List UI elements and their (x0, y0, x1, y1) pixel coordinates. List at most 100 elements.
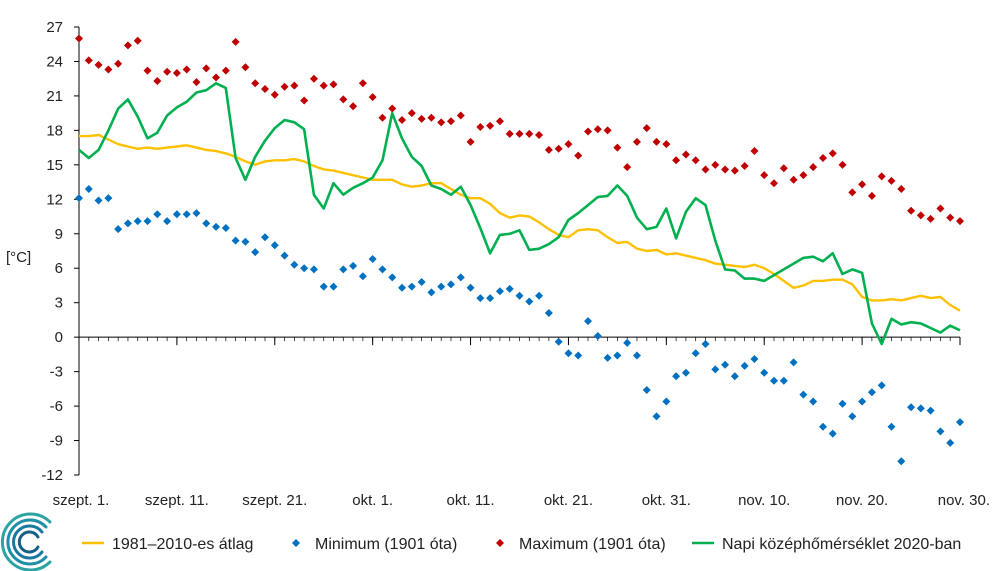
x-tick-label: szept. 11. (145, 492, 209, 509)
data-point-min (84, 184, 93, 193)
data-point-max (163, 67, 172, 76)
data-point-max (495, 117, 504, 126)
data-point-max (349, 102, 358, 111)
data-point-max (260, 85, 269, 94)
data-point-min (672, 372, 681, 381)
data-point-max (858, 180, 867, 189)
data-point-max (437, 118, 446, 127)
data-point-max (936, 204, 945, 213)
data-point-max (515, 129, 524, 138)
data-point-min (407, 282, 416, 291)
data-point-min (476, 294, 485, 303)
data-point-max (593, 125, 602, 134)
y-tick-label: -6 (50, 398, 63, 415)
data-point-max (564, 140, 573, 149)
data-point-min (172, 210, 181, 219)
data-point-min (368, 255, 377, 264)
data-point-max (417, 114, 426, 123)
y-tick-label: 21 (46, 88, 63, 105)
data-point-min (398, 283, 407, 292)
data-point-min (838, 399, 847, 408)
data-point-min (515, 291, 524, 300)
data-point-min (926, 406, 935, 415)
legend-swatch-max (496, 539, 504, 547)
data-point-min (75, 194, 83, 203)
data-point-min (916, 404, 925, 413)
data-point-min (779, 376, 788, 385)
data-point-max (486, 121, 495, 130)
data-point-min (652, 412, 661, 421)
data-point-max (358, 79, 367, 88)
data-point-min (417, 278, 426, 287)
x-tick-label: szept. 21. (242, 492, 307, 509)
data-point-min (114, 225, 123, 234)
data-point-max (584, 127, 593, 136)
data-point-min (730, 372, 739, 381)
data-point-max (94, 60, 103, 69)
data-point-min (280, 251, 289, 260)
data-point-min (740, 361, 749, 370)
y-axis-label: [°C] (6, 249, 31, 266)
data-point-max (848, 188, 857, 197)
data-point-max (427, 113, 436, 122)
data-point-min (809, 397, 818, 406)
met-service-swirl-logo (0, 512, 52, 571)
data-point-max (280, 82, 289, 91)
x-tick-label: nov. 10. (738, 492, 790, 509)
data-point-min (133, 217, 142, 226)
data-point-max (309, 74, 318, 83)
data-point-min (251, 248, 260, 257)
data-point-max (241, 63, 250, 72)
data-point-min (593, 332, 602, 341)
data-point-max (456, 111, 465, 120)
data-point-max (300, 96, 309, 105)
data-point-min (818, 422, 827, 431)
data-point-min (858, 397, 867, 406)
data-point-max (153, 76, 162, 85)
data-point-max (212, 73, 221, 82)
data-point-min (642, 385, 651, 394)
data-point-max (133, 36, 142, 45)
data-point-min (887, 422, 896, 431)
data-point-min (681, 368, 690, 377)
data-point-min (182, 210, 191, 219)
data-point-min (613, 351, 622, 360)
y-tick-label: 12 (46, 191, 63, 208)
data-point-max (104, 65, 113, 74)
data-point-min (143, 217, 152, 226)
y-tick-label: -3 (50, 364, 63, 381)
data-point-max (368, 93, 377, 102)
data-point-min (897, 457, 906, 466)
data-point-max (466, 137, 475, 146)
y-tick-label: 15 (46, 157, 63, 174)
data-point-min (867, 388, 876, 397)
data-point-min (300, 264, 309, 273)
data-point-min (466, 283, 475, 292)
data-point-min (495, 287, 504, 296)
data-point-min (760, 368, 769, 377)
data-point-max (202, 64, 211, 73)
series-markers-min (75, 184, 964, 466)
data-point-min (437, 282, 446, 291)
data-point-max (799, 171, 808, 180)
data-point-max (329, 80, 338, 89)
legend-label-min: Minimum (1901 óta) (315, 536, 457, 553)
data-point-max (867, 191, 876, 200)
data-point-max (887, 176, 896, 185)
data-point-max (535, 130, 544, 139)
data-point-min (907, 403, 916, 412)
data-point-max (221, 66, 230, 75)
data-point-max (877, 172, 886, 181)
data-point-max (672, 156, 681, 165)
data-point-max (760, 171, 769, 180)
data-point-max (750, 147, 759, 156)
data-point-min (388, 273, 397, 282)
data-point-min (505, 284, 514, 293)
data-point-min (574, 351, 583, 360)
data-point-min (525, 297, 534, 306)
data-point-min (241, 237, 250, 246)
y-tick-label: -12 (41, 467, 63, 484)
x-axis: szept. 1. szept. 11. szept. 21. okt. 1. okt.… (53, 336, 990, 509)
data-point-min (192, 209, 201, 218)
data-point-max (554, 144, 563, 153)
